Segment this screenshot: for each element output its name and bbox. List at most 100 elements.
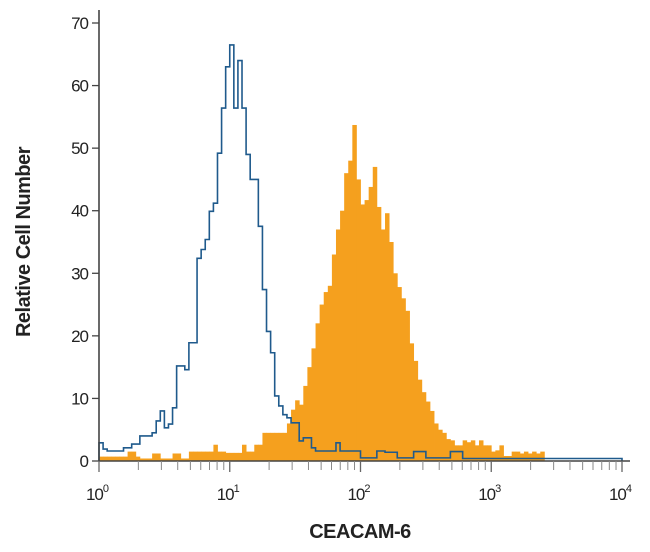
histogram-bin	[209, 451, 214, 461]
histogram-bin	[282, 432, 288, 461]
histogram-bin	[356, 179, 361, 461]
histogram-bin	[335, 229, 341, 461]
histogram-bin	[466, 442, 472, 461]
histogram-bin	[429, 410, 435, 461]
series-layer	[98, 44, 623, 462]
histogram-bin	[511, 451, 517, 461]
histogram-bin	[139, 458, 145, 461]
histogram-bin	[213, 444, 218, 461]
y-axis-title: Relative Cell Number	[13, 146, 35, 337]
histogram-bin	[225, 452, 231, 461]
x-tick-label: 102	[347, 483, 370, 504]
histogram-bin	[123, 456, 129, 461]
histogram-bin	[176, 453, 182, 461]
x-tick-label: 103	[478, 483, 501, 504]
histogram-bin	[221, 451, 227, 461]
x-tick-base: 10	[86, 485, 103, 504]
histogram-bin	[434, 423, 439, 461]
x-tick-base: 10	[478, 485, 495, 504]
histogram-bin	[462, 440, 468, 461]
histogram-bin	[242, 444, 247, 461]
histogram-bin	[164, 458, 169, 461]
histogram-bin	[397, 287, 402, 461]
x-axis-title: CEACAM-6	[309, 521, 411, 543]
histogram-bin	[233, 452, 239, 461]
histogram-bin	[258, 444, 263, 461]
histogram-bin	[385, 213, 390, 461]
histogram-bin	[519, 453, 525, 461]
histogram-bin	[401, 298, 406, 461]
histogram-bin	[311, 348, 316, 461]
histogram-bin	[262, 432, 267, 461]
histogram-bin	[180, 458, 186, 461]
histogram-bin	[295, 400, 300, 461]
histogram-bin	[470, 440, 476, 461]
histogram-bin	[515, 451, 521, 461]
histogram-bin	[327, 285, 333, 461]
x-tick-label: 101	[217, 483, 240, 504]
histogram-bin	[442, 432, 447, 461]
y-tick-label: 0	[80, 452, 89, 471]
histogram-bin	[131, 451, 137, 461]
histogram-bin	[168, 458, 173, 461]
x-tick-base: 10	[217, 485, 234, 504]
histogram-bin	[495, 450, 500, 461]
y-tick-label: 70	[71, 14, 88, 33]
histogram-bin	[360, 204, 365, 461]
histogram-bin	[192, 451, 198, 461]
histogram-bin	[266, 432, 272, 461]
histogram-bin	[499, 445, 504, 461]
histogram-bin	[438, 429, 443, 461]
histogram-bin	[237, 452, 243, 461]
histogram-bin	[127, 451, 133, 461]
y-tick-label: 30	[71, 264, 88, 283]
histogram-bin	[483, 445, 488, 461]
histogram-bin	[491, 451, 496, 461]
histogram-bin	[156, 453, 161, 461]
outline-histogram-series	[98, 44, 623, 461]
y-tick-label: 20	[71, 327, 88, 346]
histogram-bin	[270, 432, 276, 461]
histogram-bin	[344, 173, 349, 462]
histogram-bin	[103, 456, 108, 461]
histogram-bin	[278, 432, 284, 461]
histogram-bin	[160, 458, 165, 461]
histogram-bin	[331, 254, 337, 461]
x-tick-base: 10	[347, 485, 364, 504]
x-tick-exponent: 3	[495, 483, 501, 495]
y-tick-label: 10	[71, 389, 88, 408]
histogram-bin	[413, 360, 419, 461]
histogram-bin	[291, 409, 296, 461]
histogram-bin	[254, 444, 259, 461]
histogram-bin	[307, 367, 312, 461]
histogram-bin	[340, 210, 345, 461]
histogram-bin	[372, 166, 378, 461]
histogram-bin	[119, 456, 124, 461]
histogram-bin	[99, 456, 104, 461]
histogram-bin	[172, 453, 178, 461]
histogram-bin	[417, 379, 423, 461]
x-tick-label: 100	[86, 483, 109, 504]
x-tick-label: 104	[609, 483, 632, 504]
histogram-bin	[201, 451, 206, 461]
histogram-bin	[348, 160, 353, 461]
histogram-bin	[217, 451, 222, 461]
histogram-bin	[380, 229, 386, 461]
histogram-bin	[352, 124, 357, 462]
y-tick-label: 50	[71, 139, 88, 158]
histogram-bin	[368, 186, 374, 461]
histogram-bin	[540, 451, 545, 461]
histogram-bin	[107, 456, 112, 461]
x-tick-exponent: 2	[364, 483, 370, 495]
histogram-bin	[405, 310, 410, 461]
histogram-bin	[528, 453, 533, 461]
histogram-bin	[323, 292, 329, 461]
histogram-bin	[474, 445, 480, 461]
histogram-bin	[111, 456, 116, 461]
histogram-bin	[376, 206, 382, 461]
histogram-bin	[299, 404, 304, 461]
histogram-bin	[364, 200, 370, 461]
histogram-bin	[425, 401, 431, 461]
histogram-bin	[409, 343, 415, 461]
